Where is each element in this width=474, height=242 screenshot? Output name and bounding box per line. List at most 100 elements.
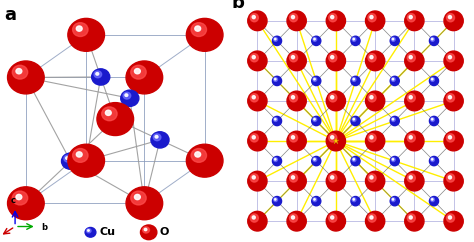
Circle shape <box>353 119 355 120</box>
Circle shape <box>448 176 452 179</box>
Text: Cu: Cu <box>99 227 115 237</box>
Circle shape <box>409 15 412 19</box>
Circle shape <box>123 92 131 99</box>
Circle shape <box>326 211 346 231</box>
Circle shape <box>353 38 355 40</box>
Circle shape <box>331 216 334 219</box>
Circle shape <box>248 51 267 71</box>
Text: b: b <box>231 0 244 12</box>
Circle shape <box>365 211 385 231</box>
Circle shape <box>292 96 294 99</box>
Circle shape <box>329 54 337 62</box>
Circle shape <box>314 159 315 160</box>
Circle shape <box>252 15 255 19</box>
Circle shape <box>351 76 360 86</box>
Circle shape <box>131 191 146 205</box>
Circle shape <box>314 78 315 80</box>
Circle shape <box>8 61 44 94</box>
Circle shape <box>314 199 315 200</box>
Circle shape <box>431 199 433 200</box>
Circle shape <box>368 54 376 62</box>
Circle shape <box>429 116 438 126</box>
Circle shape <box>351 197 360 206</box>
Circle shape <box>273 116 282 126</box>
Circle shape <box>444 131 463 151</box>
Circle shape <box>392 78 394 80</box>
Circle shape <box>352 77 356 81</box>
Circle shape <box>250 174 258 182</box>
Circle shape <box>447 174 455 182</box>
Circle shape <box>390 197 399 206</box>
Circle shape <box>312 197 321 206</box>
Circle shape <box>313 158 317 162</box>
Circle shape <box>313 198 317 202</box>
Circle shape <box>326 51 346 71</box>
Circle shape <box>331 96 334 99</box>
Circle shape <box>392 38 395 41</box>
Circle shape <box>331 136 334 139</box>
Circle shape <box>290 54 298 62</box>
Circle shape <box>252 176 255 179</box>
Circle shape <box>12 65 27 79</box>
Circle shape <box>151 132 169 148</box>
Circle shape <box>273 156 282 166</box>
Circle shape <box>252 96 255 99</box>
Circle shape <box>102 107 117 121</box>
Circle shape <box>12 191 27 205</box>
Circle shape <box>312 116 321 126</box>
Circle shape <box>252 56 255 59</box>
Circle shape <box>313 38 317 41</box>
Circle shape <box>313 77 317 81</box>
Circle shape <box>444 11 463 31</box>
Circle shape <box>392 199 394 200</box>
Circle shape <box>444 91 463 111</box>
Circle shape <box>252 216 255 219</box>
Circle shape <box>68 144 104 177</box>
Circle shape <box>191 149 207 162</box>
Circle shape <box>287 211 306 231</box>
Circle shape <box>407 14 415 22</box>
Circle shape <box>135 68 140 74</box>
Circle shape <box>430 118 435 121</box>
Circle shape <box>250 134 258 142</box>
Circle shape <box>105 110 111 115</box>
Circle shape <box>352 198 356 202</box>
Circle shape <box>405 131 424 151</box>
Circle shape <box>430 77 435 81</box>
Circle shape <box>447 134 455 142</box>
Circle shape <box>392 198 395 202</box>
Circle shape <box>76 26 82 31</box>
Circle shape <box>248 11 267 31</box>
Circle shape <box>274 199 276 200</box>
Circle shape <box>370 176 373 179</box>
Circle shape <box>353 159 355 160</box>
Circle shape <box>365 171 385 191</box>
Circle shape <box>368 214 376 222</box>
Circle shape <box>195 26 201 31</box>
Circle shape <box>405 51 424 71</box>
Circle shape <box>405 91 424 111</box>
Circle shape <box>407 54 415 62</box>
Circle shape <box>365 131 385 151</box>
Circle shape <box>64 155 72 162</box>
Circle shape <box>448 216 452 219</box>
Circle shape <box>250 94 258 102</box>
Circle shape <box>273 158 277 162</box>
Circle shape <box>96 73 99 75</box>
Circle shape <box>287 171 306 191</box>
Circle shape <box>392 118 395 121</box>
Text: a: a <box>4 6 16 24</box>
Circle shape <box>407 214 415 222</box>
Circle shape <box>68 18 104 51</box>
Circle shape <box>248 91 267 111</box>
Circle shape <box>292 15 294 19</box>
Circle shape <box>365 91 385 111</box>
Circle shape <box>252 136 255 139</box>
Circle shape <box>135 194 140 200</box>
Circle shape <box>153 134 161 141</box>
Circle shape <box>431 38 433 40</box>
Circle shape <box>392 159 394 160</box>
Circle shape <box>186 18 223 51</box>
Circle shape <box>444 51 463 71</box>
Circle shape <box>273 38 277 41</box>
